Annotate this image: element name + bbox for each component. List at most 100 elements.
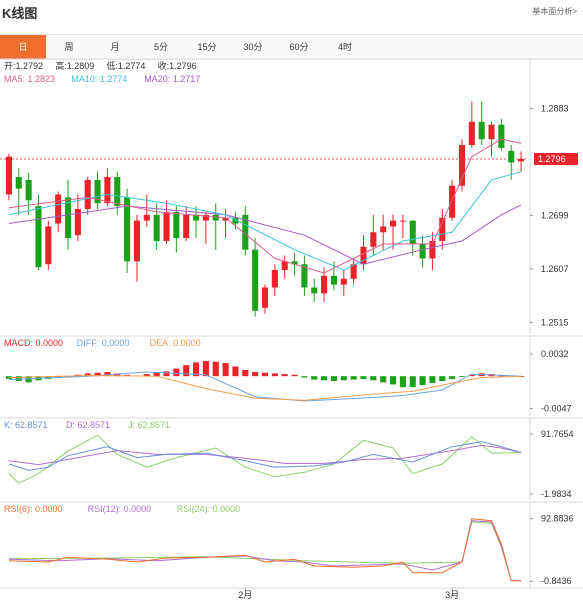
legend-ohlc-low: 低:1.2774: [106, 60, 145, 71]
macd-bar: [104, 372, 111, 377]
macd-bar: [340, 376, 347, 381]
legend-macd-diff-label: DIFF:: [77, 338, 102, 348]
macd-bar: [153, 372, 160, 377]
last-price-label: 1.2796: [538, 154, 566, 164]
candle-body: [163, 211, 170, 241]
legend-macd-diff-value: 0.0000: [102, 338, 130, 348]
main-y-tick-label: 1.2607: [541, 264, 569, 274]
macd-bar: [370, 376, 377, 381]
legend-rsi-rsi12-value: 0.0000: [124, 504, 152, 514]
macd-bar: [281, 374, 288, 377]
macd-bar: [55, 376, 62, 378]
candle-body: [5, 156, 12, 195]
legend-rsi-rsi24: RSI(24): 0.0000: [177, 504, 241, 514]
macd-bar: [399, 376, 406, 388]
candle-body: [409, 220, 416, 244]
legend-ohlc-open-value: 1.2792: [16, 61, 44, 71]
candle-body: [153, 214, 160, 241]
legend-macd-dea: DEA: 0.0000: [150, 338, 201, 348]
kline-chart: 1.2883 1.2699 1.2607 1.2515 开:1.2792 高:1.2809…: [0, 58, 583, 600]
candle-body: [468, 121, 475, 146]
candle-body: [370, 232, 377, 247]
candle-body: [380, 226, 387, 233]
candle-body: [261, 287, 269, 308]
candle-body: [74, 209, 81, 236]
macd-bar: [232, 366, 239, 377]
macd-bar: [449, 376, 456, 379]
candle-body: [173, 211, 180, 239]
candle-body: [45, 226, 52, 265]
legend-ohlc-close: 收:1.2796: [158, 60, 197, 71]
legend-rsi-rsi24-value: 0.0000: [213, 504, 241, 514]
legend-ma-ma10-value: 1.2774: [100, 74, 128, 84]
macd-bar: [193, 362, 200, 377]
macd-bar: [94, 372, 101, 377]
period-tabs: 日 周 月 5分 15分 30分 60分 4时: [0, 34, 583, 60]
tab-5[interactable]: 30分: [243, 42, 263, 52]
main-y-tick-label: 1.2883: [541, 103, 569, 113]
legend-kdj-j-label: J:: [128, 420, 138, 430]
tab-0[interactable]: 日: [0, 35, 46, 59]
legend-ma-ma20: MA20: 1.2717: [144, 74, 200, 84]
candle-body: [143, 214, 150, 221]
macd-bar: [498, 375, 505, 377]
candle-body: [311, 287, 318, 294]
macd-bar: [350, 376, 357, 380]
candle-body: [449, 185, 456, 218]
candle-body: [25, 179, 32, 201]
tab-2[interactable]: 月: [110, 42, 120, 52]
candle-body: [183, 214, 190, 239]
macd-bar: [252, 372, 259, 377]
candle-body: [301, 264, 308, 288]
x-tick-label: 2月: [238, 590, 252, 600]
ma20-line: [8, 204, 522, 265]
macd-bar: [311, 376, 318, 380]
tab-1[interactable]: 周: [64, 42, 74, 52]
candle-body: [35, 206, 42, 268]
legend-ohlc-close-label: 收:: [158, 60, 170, 71]
kdj-j-line: [8, 434, 522, 484]
candle-body: [399, 220, 406, 222]
legend-kdj-k-value: 62.8571: [15, 420, 48, 430]
main-y-tick-label: 1.2699: [541, 210, 569, 220]
candle-body: [458, 145, 466, 186]
fundamental-analysis-link[interactable]: 基本面分析>: [532, 7, 577, 16]
candle-body: [124, 197, 131, 262]
macd-bar: [25, 376, 32, 383]
candle-body: [193, 214, 200, 221]
macd-bar: [419, 376, 426, 386]
macd-bar: [271, 373, 278, 377]
legend-ohlc-low-value: 1.2774: [118, 61, 146, 71]
tab-4[interactable]: 15分: [197, 42, 217, 52]
kdj-y-tick-label: -1.9834: [541, 489, 572, 499]
legend-macd-macd-label: MACD:: [4, 338, 36, 348]
tab-7[interactable]: 4时: [337, 42, 352, 52]
candle-body: [55, 194, 62, 224]
tab-6[interactable]: 60分: [289, 42, 309, 52]
legend-macd-diff: DIFF: 0.0000: [77, 338, 130, 348]
legend-rsi-rsi6-label: RSI(6):: [4, 504, 35, 514]
rsi6-line: [8, 518, 522, 582]
candle-body: [478, 121, 485, 140]
macd-bar: [15, 376, 22, 381]
candle-body: [508, 150, 515, 163]
header: K线图 基本面分析>: [0, 0, 583, 24]
legend-ohlc-high-label: 高:: [55, 60, 67, 71]
candle-body: [389, 220, 397, 227]
legend-kdj-j-value: 62.8571: [138, 420, 171, 430]
candle-body: [429, 240, 436, 259]
candle-body: [94, 179, 101, 204]
legend-ma-ma5: MA5: 1.2823: [4, 74, 55, 84]
candle-body: [104, 177, 111, 204]
macd-y-tick-label: 0.0032: [541, 349, 569, 359]
legend-ohlc-close-value: 1.2796: [169, 61, 197, 71]
legend-ohlc-low-label: 低:: [106, 60, 118, 71]
macd-bar: [321, 376, 328, 381]
candle-body: [518, 159, 525, 162]
macd-bar: [360, 376, 367, 379]
legend-kdj-d: D: 62.8571: [66, 420, 110, 430]
tab-3[interactable]: 5分: [153, 42, 168, 52]
legend-ma-ma20-label: MA20:: [144, 74, 173, 84]
macd-bar: [429, 376, 436, 384]
macd-bar: [301, 376, 308, 378]
